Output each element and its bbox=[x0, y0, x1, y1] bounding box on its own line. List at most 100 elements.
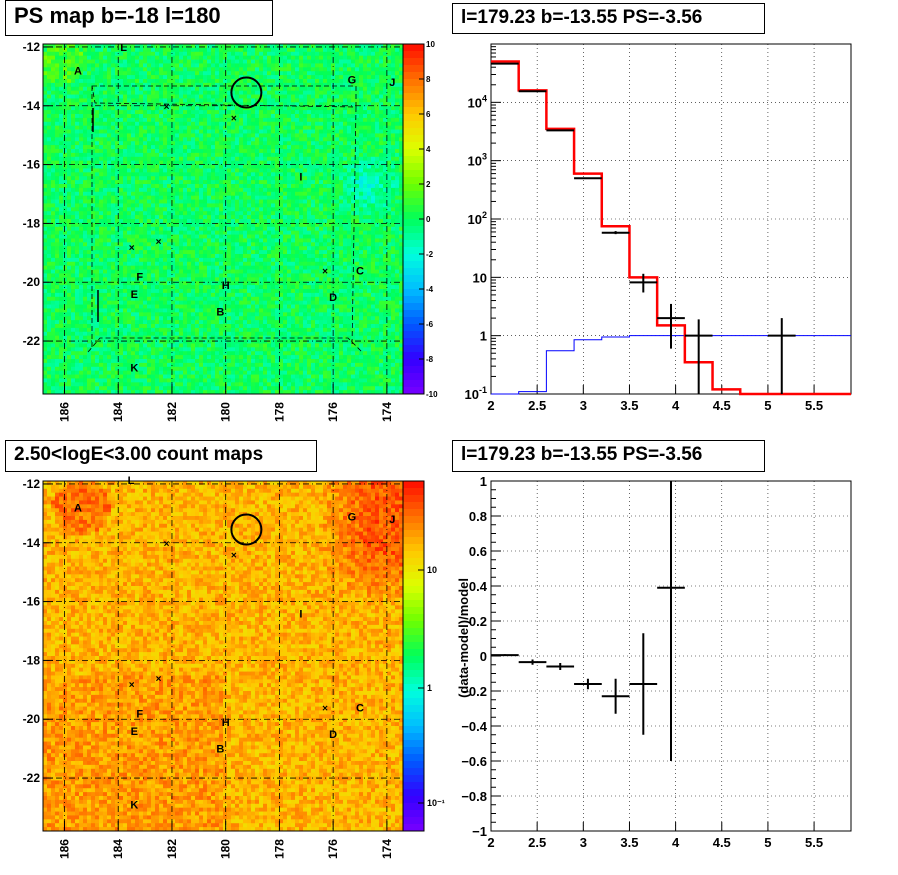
psmap-cell bbox=[179, 324, 184, 329]
psmap-cell bbox=[51, 71, 56, 76]
psmap-cell bbox=[235, 230, 240, 235]
psmap-cell bbox=[131, 292, 136, 298]
psmap-cell bbox=[127, 378, 132, 383]
psmap-cell bbox=[51, 300, 56, 305]
psmap-cell bbox=[47, 149, 52, 154]
psmap-cell bbox=[163, 63, 168, 68]
psmap-cell bbox=[187, 44, 192, 49]
psmap-cell bbox=[199, 292, 204, 298]
psmap-cell bbox=[131, 339, 136, 344]
psmap-cell bbox=[51, 277, 56, 282]
psmap-cell bbox=[259, 137, 264, 142]
psmap-cell bbox=[159, 67, 164, 72]
psmap-cell bbox=[159, 176, 164, 181]
psmap-cell bbox=[55, 390, 60, 395]
psmap-cell bbox=[71, 51, 76, 57]
psmap-cell bbox=[231, 110, 236, 115]
psmap-cell bbox=[171, 67, 176, 72]
psmap-cell bbox=[103, 335, 108, 340]
psmap-cell bbox=[187, 308, 192, 313]
psmap-cell bbox=[155, 102, 160, 107]
psmap-cell bbox=[123, 304, 128, 309]
psmap-cell bbox=[91, 86, 96, 92]
psmap-cell bbox=[183, 222, 188, 228]
psmap-cell bbox=[95, 211, 100, 216]
psmap-cell bbox=[243, 316, 248, 321]
psmap-cell bbox=[47, 191, 52, 197]
psmap-cell bbox=[139, 238, 144, 243]
psmap-cell bbox=[139, 347, 144, 352]
psmap-cell bbox=[139, 75, 144, 80]
psmap-cell bbox=[123, 117, 128, 123]
psmap-cell bbox=[99, 281, 104, 286]
psmap-cell bbox=[115, 117, 120, 123]
psmap-cell bbox=[95, 152, 100, 158]
psmap-cell bbox=[243, 366, 248, 372]
psmap-cell bbox=[195, 362, 200, 368]
psmap-cell bbox=[175, 226, 180, 232]
psmap-cell bbox=[191, 75, 196, 80]
psmap-cell bbox=[79, 79, 84, 84]
psmap-cell bbox=[119, 121, 124, 127]
psmap-cell bbox=[251, 125, 256, 130]
psmap-cell bbox=[127, 67, 132, 72]
psmap-cell bbox=[143, 324, 148, 329]
psmap-cell bbox=[255, 86, 260, 92]
psmap-cell bbox=[159, 168, 164, 173]
psmap-cell bbox=[131, 82, 136, 88]
psmap-cell bbox=[131, 47, 136, 53]
psmap-cell bbox=[255, 378, 260, 383]
psmap-cell bbox=[259, 63, 264, 68]
psmap-cell bbox=[115, 203, 120, 208]
psmap-cell bbox=[187, 343, 192, 348]
psmap-cell bbox=[139, 370, 144, 375]
psmap-cell bbox=[195, 300, 200, 305]
psmap-cell bbox=[163, 366, 168, 372]
psmap-cell bbox=[191, 172, 196, 177]
psmap-cell bbox=[99, 347, 104, 352]
psmap-cell bbox=[179, 386, 184, 391]
psmap-cell bbox=[223, 277, 228, 282]
psmap-cell bbox=[83, 230, 88, 235]
psmap-cell bbox=[139, 59, 144, 64]
psmap-cell bbox=[159, 289, 164, 294]
psmap-cell bbox=[47, 261, 52, 267]
psmap-cell bbox=[111, 82, 116, 88]
psmap-cell bbox=[203, 121, 208, 127]
psmap-cell bbox=[227, 351, 232, 356]
psmap-cell bbox=[191, 316, 196, 321]
psmap-cell bbox=[207, 273, 212, 278]
psmap-cell bbox=[99, 156, 104, 162]
psmap-cell bbox=[183, 246, 188, 251]
psmap-cell bbox=[251, 359, 256, 364]
psmap-cell bbox=[107, 362, 112, 368]
psmap-cell bbox=[223, 44, 228, 49]
psmap-cell bbox=[147, 327, 152, 333]
psmap-cell bbox=[223, 230, 228, 235]
psmap-cell bbox=[103, 67, 108, 72]
psmap-cell bbox=[167, 382, 172, 387]
psmap-cell bbox=[83, 215, 88, 220]
psmap-cell bbox=[91, 370, 96, 375]
psmap-cell bbox=[135, 145, 140, 150]
psmap-cell bbox=[43, 335, 48, 340]
psmap-cell bbox=[247, 343, 252, 348]
psmap-cell bbox=[191, 296, 196, 302]
psmap-cell bbox=[251, 351, 256, 356]
psmap-cell bbox=[235, 378, 240, 383]
psmap-cell bbox=[51, 90, 56, 95]
psmap-cell bbox=[119, 339, 124, 344]
psmap-cell bbox=[79, 320, 84, 325]
psmap-cell bbox=[147, 114, 152, 119]
psmap-cell bbox=[71, 79, 76, 84]
psmap-cell bbox=[135, 149, 140, 154]
psmap-cell bbox=[211, 98, 216, 103]
psmap-cell bbox=[115, 324, 120, 329]
psmap-cell bbox=[247, 82, 252, 88]
psmap-cell bbox=[255, 215, 260, 220]
psmap-cell bbox=[43, 320, 48, 325]
psmap-cell bbox=[119, 362, 124, 368]
psmap-cell bbox=[223, 324, 228, 329]
psmap-cell bbox=[171, 254, 176, 259]
psmap-cell bbox=[123, 145, 128, 150]
